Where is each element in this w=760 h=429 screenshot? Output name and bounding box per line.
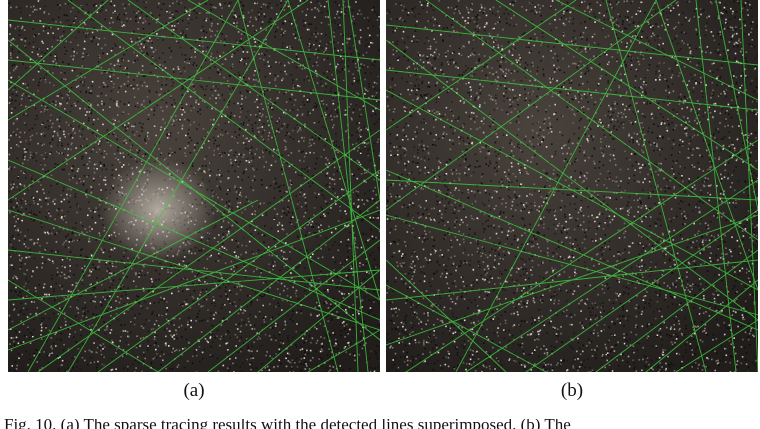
speckle-image-with-lines-b [386,0,758,372]
figure-caption-cut: Fig. 10. (a) The sparse tracing results … [4,419,756,429]
speckle-image-with-lines-a [8,0,380,372]
figure-caption-text: Fig. 10. (a) The sparse tracing results … [4,419,571,429]
caption-b: (b) [560,380,584,401]
image-panel-b [386,0,758,372]
image-panel-a [8,0,380,372]
caption-a: (a) [183,380,205,401]
